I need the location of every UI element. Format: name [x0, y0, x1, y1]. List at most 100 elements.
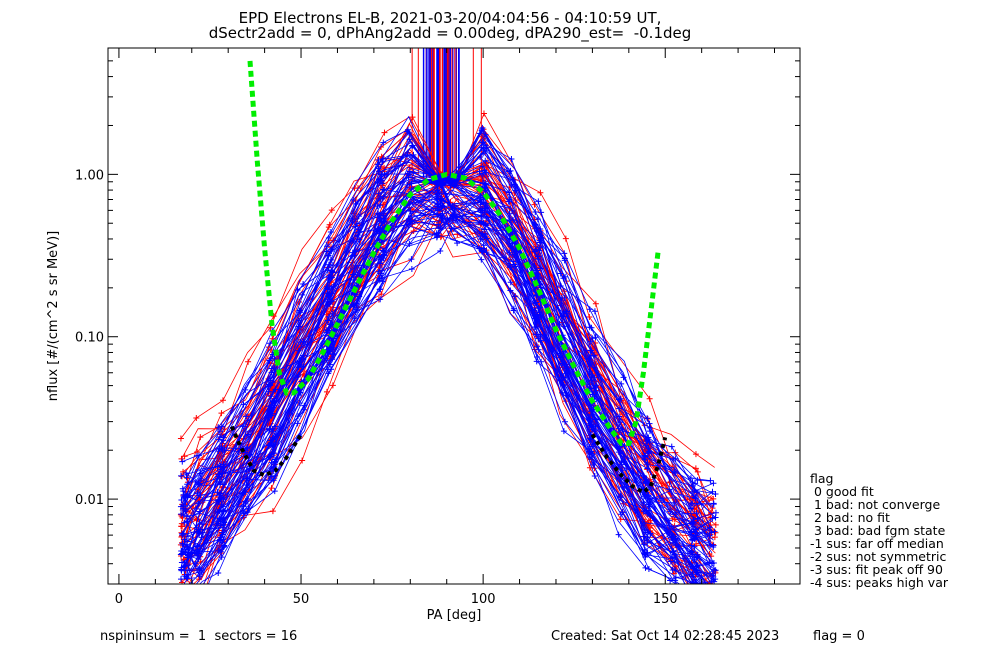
- blue-trace-point: [185, 533, 192, 540]
- flag-legend-line: 0 good fit: [810, 484, 874, 499]
- red-trace-point: [646, 395, 653, 402]
- blue-trace-point: [218, 444, 225, 451]
- blue-trace-point: [538, 209, 545, 216]
- red-trace-point: [325, 224, 332, 231]
- blue-trace-point: [408, 256, 415, 263]
- blue-trace-point: [180, 563, 187, 570]
- flag-legend-line: -2 sus: not symmetric: [810, 549, 947, 564]
- blue-trace-point: [374, 214, 381, 221]
- blue-trace-point: [181, 586, 187, 592]
- footer-nspin: nspininsum = 1 sectors = 16: [100, 629, 298, 644]
- blue-trace-point: [375, 165, 382, 172]
- blue-trace-point: [437, 181, 444, 188]
- blue-trace-point: [353, 306, 360, 313]
- blue-trace-point: [375, 268, 382, 275]
- blue-trace-point: [404, 126, 411, 133]
- blue-trace-point: [300, 338, 307, 345]
- blue-trace-point: [693, 530, 700, 537]
- blue-trace-point: [408, 217, 415, 224]
- blue-trace-point: [244, 495, 251, 502]
- blue-trace-point: [621, 458, 628, 465]
- blue-trace-point: [197, 470, 204, 477]
- x-axis-label: PA [deg]: [427, 608, 482, 623]
- flag-legend-line: -4 sus: peaks high var: [810, 575, 949, 590]
- blue-trace-point: [507, 279, 514, 286]
- blue-trace-point: [434, 191, 441, 198]
- blue-trace-point: [689, 500, 696, 507]
- blue-trace-point: [329, 262, 336, 269]
- blue-trace-point: [535, 198, 542, 205]
- blue-trace-point: [217, 490, 224, 497]
- blue-trace: [185, 132, 714, 505]
- blue-trace-point: [405, 174, 412, 181]
- blue-trace-point: [404, 170, 411, 177]
- red-trace-point: [409, 114, 416, 121]
- blue-trace-point: [690, 492, 697, 499]
- blue-trace-point: [404, 181, 411, 188]
- blue-trace-point: [694, 477, 701, 484]
- red-trace-point: [712, 594, 718, 600]
- blue-trace: [187, 154, 711, 533]
- blue-trace-point: [178, 550, 185, 557]
- blue-trace-point: [591, 352, 598, 359]
- blue-trace-point: [480, 138, 487, 145]
- blue-trace-point: [562, 370, 569, 377]
- red-trace-point: [586, 314, 593, 321]
- blue-trace-point: [618, 461, 625, 468]
- red-trace-point: [178, 455, 185, 462]
- blue-trace: [180, 174, 712, 566]
- blue-trace-point: [215, 547, 222, 554]
- red-trace-point: [378, 291, 385, 298]
- blue-trace-point: [707, 593, 713, 599]
- blue-trace-point: [178, 496, 185, 503]
- blue-trace-point: [670, 499, 677, 506]
- green-fit-curve: [247, 60, 661, 446]
- blue-trace-point: [181, 573, 188, 580]
- blue-trace-point: [482, 180, 489, 187]
- red-trace-point: [269, 508, 276, 515]
- red-trace-point: [712, 521, 719, 528]
- blue-trace-point: [669, 539, 676, 546]
- blue-trace-point: [217, 466, 224, 473]
- blue-trace-point: [647, 530, 654, 537]
- blue-trace-point: [378, 177, 385, 184]
- blue-trace-point: [349, 215, 356, 222]
- blue-trace: [183, 194, 702, 584]
- blue-trace-point: [669, 554, 676, 561]
- x-tick-label: 150: [653, 592, 678, 607]
- flag-legend-line: flag: [810, 471, 834, 486]
- blue-trace-point: [328, 266, 335, 273]
- blue-trace-point: [710, 480, 717, 487]
- blue-trace-point: [267, 409, 274, 416]
- blue-trace-point: [296, 307, 303, 314]
- blue-trace-point: [378, 256, 385, 263]
- blue-trace-point: [408, 266, 415, 273]
- blue-trace-point: [560, 323, 567, 330]
- blue-trace-point: [510, 305, 517, 312]
- blue-trace-point: [711, 566, 718, 573]
- blue-trace-point: [672, 509, 679, 516]
- blue-trace-point: [641, 551, 648, 558]
- blue-trace-point: [478, 212, 485, 219]
- blue-trace-point: [644, 460, 651, 467]
- blue-trace-point: [182, 498, 189, 505]
- flag-legend-line: -3 sus: fit peak off 90: [810, 562, 943, 577]
- blue-trace-point: [591, 308, 598, 315]
- blue-trace-point: [408, 180, 415, 187]
- blue-trace-point: [646, 428, 653, 435]
- blue-trace-point: [587, 418, 594, 425]
- blue-trace-point: [433, 211, 440, 218]
- blue-trace-point: [478, 127, 485, 134]
- blue-trace-point: [640, 533, 647, 540]
- blue-trace-point: [671, 551, 678, 558]
- blue-trace-point: [220, 434, 227, 441]
- blue-trace: [184, 152, 716, 525]
- blue-trace-point: [707, 477, 714, 484]
- blue-trace-point: [271, 355, 278, 362]
- blue-trace-point: [531, 300, 538, 307]
- blue-trace-point: [265, 442, 272, 449]
- blue-trace-point: [242, 489, 249, 496]
- x-tick-label: 0: [115, 592, 123, 607]
- footer-flag: flag = 0: [813, 629, 865, 644]
